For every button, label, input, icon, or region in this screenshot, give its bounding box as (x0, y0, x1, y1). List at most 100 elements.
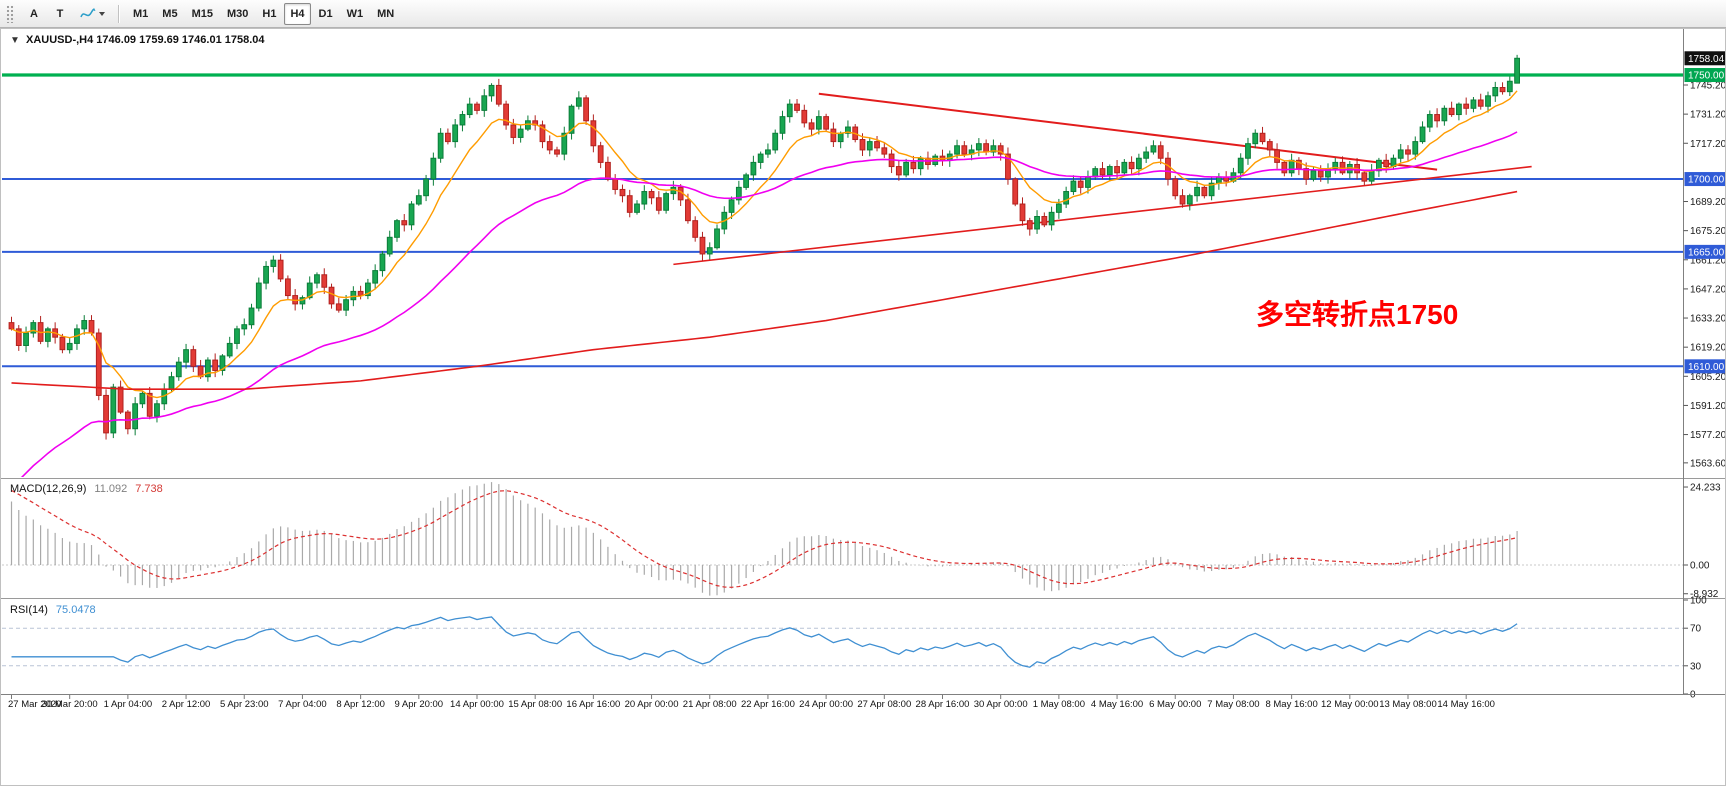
candle-body (415, 195, 422, 205)
price-badge-1758.04 (1684, 51, 1726, 66)
candle-body (430, 157, 437, 180)
price-scale-label: 1591.20 (1690, 401, 1726, 412)
candle-body (306, 282, 313, 299)
price-badge-1665.00 (1684, 244, 1726, 259)
candle-body (706, 247, 713, 255)
chart-menu-arrow-icon[interactable]: ▼ (10, 35, 20, 46)
time-axis-label: 5 Apr 23:00 (220, 699, 269, 710)
price-scale-label: 1647.20 (1690, 284, 1726, 295)
candle-body (445, 132, 451, 143)
candle-body (845, 126, 851, 134)
candle-body (735, 186, 742, 201)
timeframe-button-m5[interactable]: M5 (156, 3, 183, 25)
candle-body (1419, 126, 1426, 143)
price-badge-1750.00 (1684, 68, 1726, 83)
price-badge-label: 1610.00 (1688, 362, 1725, 373)
candle-body (997, 145, 1004, 155)
timeframe-button-w1[interactable]: W1 (341, 3, 370, 25)
candle-body (517, 128, 524, 138)
candle-body (386, 236, 393, 255)
candle-body (692, 220, 699, 238)
drawing-tools-dropdown[interactable] (74, 3, 111, 25)
chart-objects-layer (2, 73, 1683, 368)
timeframe-button-h4[interactable]: H4 (284, 2, 311, 25)
timeframe-button-d1[interactable]: D1 (313, 3, 339, 25)
candle-body (1128, 161, 1135, 170)
price-scale[interactable]: 1745.20 1731.20 1717.20 1689.20 1675.20 1661.… (1683, 28, 1726, 701)
text-tool-button[interactable]: A (22, 3, 46, 25)
candle-body (1048, 211, 1055, 226)
candle-body (1434, 114, 1440, 122)
candle-body (990, 145, 997, 153)
timeframe-button-mn[interactable]: MN (371, 3, 400, 25)
price-scale-label: 1745.20 (1690, 81, 1726, 92)
price-badge-label: 1665.00 (1688, 247, 1725, 258)
time-axis-label: 27 Apr 08:00 (857, 699, 911, 710)
rsi-scale-label: 100 (1690, 596, 1707, 607)
candle-body (81, 320, 88, 330)
candle-body (699, 236, 706, 255)
candle-body (983, 143, 990, 153)
candle-body (903, 161, 910, 176)
candle-body (1506, 80, 1513, 93)
trendline-1[interactable] (818, 92, 1438, 171)
candle-body (1405, 149, 1411, 155)
candle-body (350, 290, 357, 301)
time-axis-label: 1 Apr 04:00 (104, 699, 153, 710)
candle-body (859, 139, 866, 151)
candle-body (1077, 180, 1084, 188)
candle-body (423, 178, 429, 197)
time-axis-label: 15 Apr 08:00 (508, 699, 562, 710)
candle-body (743, 174, 750, 188)
candle-body (314, 274, 320, 284)
time-axis-label: 7 May 08:00 (1207, 699, 1259, 710)
candle-body (1492, 87, 1499, 97)
candle-body (1259, 132, 1266, 143)
candles-layer (8, 54, 1520, 440)
candle-body (1266, 141, 1273, 151)
candle-body (634, 203, 640, 213)
price-badge-1610.00 (1684, 359, 1726, 374)
annotation-text[interactable]: 多空转折点1750 (1256, 298, 1458, 330)
timeframe-button-m15[interactable]: M15 (186, 3, 219, 25)
candle-body (481, 95, 488, 111)
candle-body (437, 132, 444, 159)
candle-body (488, 84, 495, 97)
timeframe-button-h1[interactable]: H1 (256, 3, 282, 25)
candle-body (794, 103, 800, 111)
candle-body (1135, 157, 1142, 170)
candle-body (328, 286, 335, 305)
time-axis-label: 14 May 16:00 (1437, 699, 1495, 710)
candle-body (190, 349, 197, 367)
candle-body (1245, 143, 1251, 159)
chart-area[interactable]: ▼ XAUUSD-,H4 1746.09 1759.69 1746.01 175… (0, 28, 1726, 786)
timeframe-button-m1[interactable]: M1 (127, 3, 154, 25)
candle-body (270, 259, 277, 267)
time-axis-label: 27 Mar 2020 (8, 699, 61, 710)
price-scale-label: 1689.20 (1690, 197, 1726, 208)
candle-body (510, 124, 517, 138)
candle-body (1150, 145, 1157, 153)
candle-body (1085, 176, 1091, 188)
candle-body (663, 193, 670, 211)
candle-body (786, 103, 793, 118)
candle-body (146, 392, 153, 417)
timeframe-button-m30[interactable]: M30 (221, 3, 254, 25)
time-axis-label: 13 May 08:00 (1379, 699, 1437, 710)
candle-body (910, 161, 917, 170)
candle-body (1463, 103, 1470, 109)
rsi-label: RSI(14) 75.0478 (10, 604, 96, 616)
price-scale-label: 1605.20 (1690, 372, 1726, 383)
candle-body (154, 403, 160, 417)
label-tool-button[interactable]: T (48, 3, 72, 25)
candle-body (1448, 107, 1455, 116)
toolbar-grip-handle[interactable] (6, 4, 15, 23)
candle-body (619, 188, 626, 197)
macd-scale-label: -8.932 (1690, 589, 1719, 600)
candle-body (408, 203, 415, 226)
candle-body (823, 116, 830, 130)
candle-body (917, 157, 924, 170)
candle-body (1281, 161, 1288, 174)
trendline-2[interactable] (673, 165, 1532, 266)
